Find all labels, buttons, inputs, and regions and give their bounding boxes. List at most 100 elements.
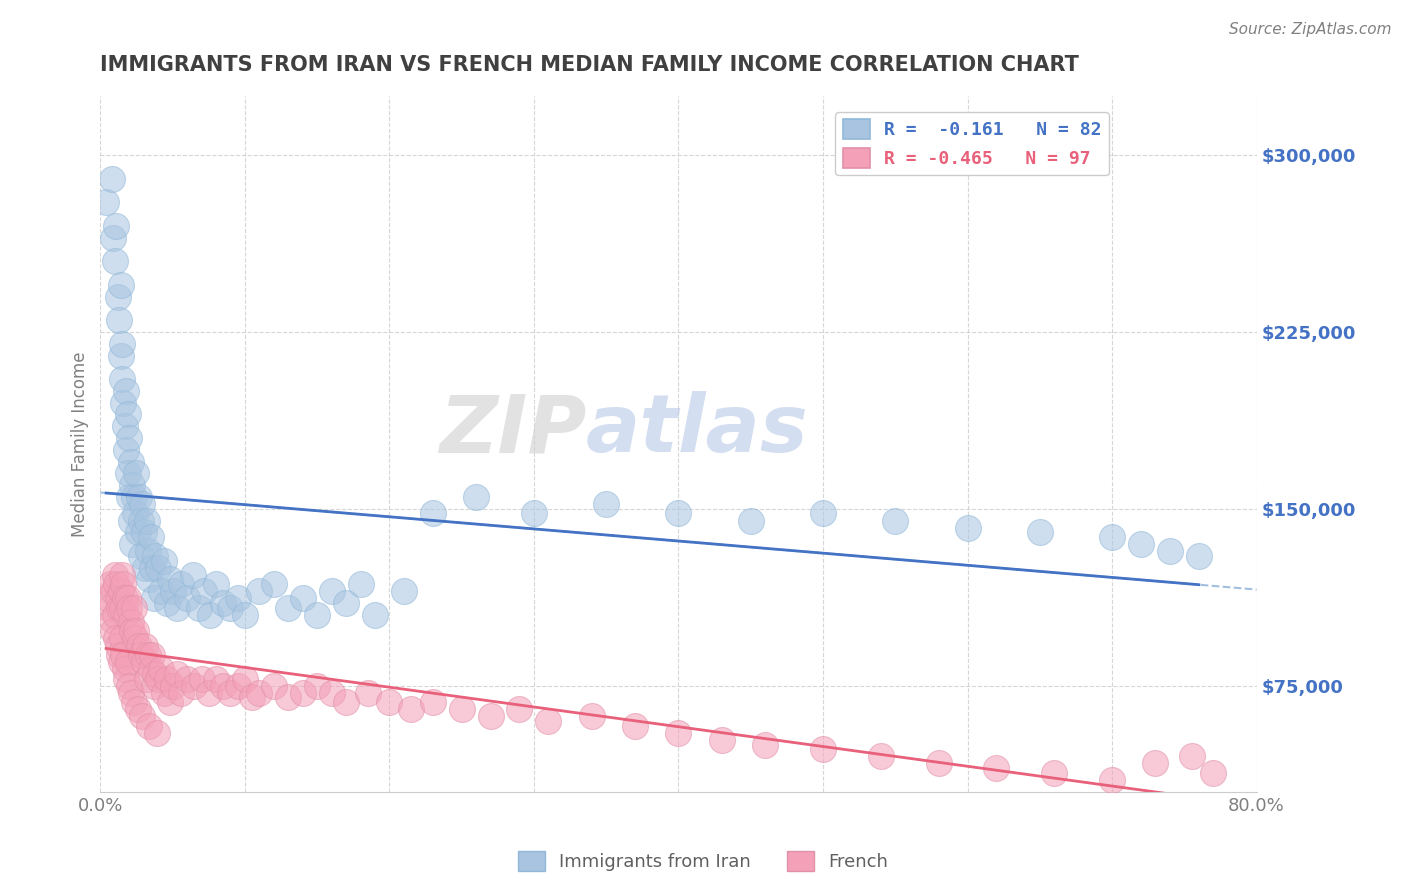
Point bbox=[291, 686, 314, 700]
Point bbox=[124, 507, 146, 521]
Point bbox=[1202, 765, 1225, 780]
Point bbox=[479, 709, 502, 723]
Point bbox=[129, 648, 152, 662]
Point bbox=[146, 560, 169, 574]
Point bbox=[523, 507, 546, 521]
Point bbox=[129, 514, 152, 528]
Point bbox=[240, 690, 263, 705]
Point bbox=[159, 695, 181, 709]
Point bbox=[121, 537, 143, 551]
Point bbox=[112, 648, 135, 662]
Point bbox=[129, 549, 152, 563]
Point bbox=[226, 679, 249, 693]
Point bbox=[107, 639, 129, 653]
Point bbox=[108, 600, 131, 615]
Point bbox=[94, 591, 117, 606]
Point bbox=[181, 567, 204, 582]
Point bbox=[233, 672, 256, 686]
Legend: R =  -0.161   N = 82, R = -0.465   N = 97: R = -0.161 N = 82, R = -0.465 N = 97 bbox=[835, 112, 1109, 176]
Point bbox=[132, 655, 155, 669]
Point bbox=[110, 349, 132, 363]
Point bbox=[153, 686, 176, 700]
Point bbox=[170, 577, 193, 591]
Point bbox=[219, 600, 242, 615]
Point bbox=[94, 195, 117, 210]
Point bbox=[450, 702, 472, 716]
Point bbox=[1029, 525, 1052, 540]
Point bbox=[156, 596, 179, 610]
Point bbox=[115, 672, 138, 686]
Point bbox=[869, 749, 891, 764]
Point bbox=[115, 442, 138, 457]
Point bbox=[107, 289, 129, 303]
Point bbox=[159, 573, 181, 587]
Text: Source: ZipAtlas.com: Source: ZipAtlas.com bbox=[1229, 22, 1392, 37]
Point bbox=[125, 467, 148, 481]
Point bbox=[153, 554, 176, 568]
Point bbox=[103, 584, 125, 599]
Point bbox=[110, 655, 132, 669]
Point bbox=[118, 431, 141, 445]
Point bbox=[307, 679, 329, 693]
Point bbox=[110, 584, 132, 599]
Point bbox=[103, 624, 125, 639]
Point bbox=[247, 686, 270, 700]
Point bbox=[111, 372, 134, 386]
Point bbox=[114, 662, 136, 676]
Point bbox=[135, 672, 157, 686]
Point bbox=[121, 478, 143, 492]
Point bbox=[465, 490, 488, 504]
Point bbox=[114, 591, 136, 606]
Point bbox=[740, 514, 762, 528]
Point bbox=[1180, 749, 1202, 764]
Point bbox=[212, 596, 235, 610]
Point bbox=[357, 686, 380, 700]
Point bbox=[508, 702, 530, 716]
Point bbox=[811, 742, 834, 756]
Point bbox=[128, 639, 150, 653]
Point bbox=[884, 514, 907, 528]
Point bbox=[668, 725, 690, 739]
Point bbox=[277, 690, 299, 705]
Point bbox=[115, 384, 138, 398]
Point bbox=[537, 714, 560, 728]
Point bbox=[104, 567, 127, 582]
Legend: Immigrants from Iran, French: Immigrants from Iran, French bbox=[510, 844, 896, 879]
Point bbox=[120, 686, 142, 700]
Point bbox=[162, 584, 184, 599]
Point bbox=[127, 525, 149, 540]
Point bbox=[205, 577, 228, 591]
Text: ZIP: ZIP bbox=[439, 391, 586, 469]
Point bbox=[108, 648, 131, 662]
Point bbox=[114, 419, 136, 434]
Point bbox=[132, 525, 155, 540]
Point bbox=[156, 672, 179, 686]
Point bbox=[136, 648, 159, 662]
Point bbox=[118, 679, 141, 693]
Point bbox=[107, 591, 129, 606]
Point bbox=[226, 591, 249, 606]
Point bbox=[956, 521, 979, 535]
Point bbox=[581, 709, 603, 723]
Point bbox=[811, 507, 834, 521]
Point bbox=[103, 230, 125, 244]
Point bbox=[335, 695, 357, 709]
Point bbox=[142, 591, 165, 606]
Point bbox=[141, 648, 163, 662]
Point bbox=[928, 756, 950, 771]
Point bbox=[1130, 537, 1153, 551]
Point bbox=[277, 600, 299, 615]
Point bbox=[349, 577, 371, 591]
Point bbox=[321, 584, 343, 599]
Text: atlas: atlas bbox=[586, 391, 808, 469]
Point bbox=[142, 679, 165, 693]
Point bbox=[595, 497, 617, 511]
Point bbox=[105, 632, 128, 646]
Point bbox=[135, 514, 157, 528]
Point bbox=[399, 702, 422, 716]
Point bbox=[105, 577, 128, 591]
Point bbox=[104, 607, 127, 622]
Point bbox=[98, 600, 121, 615]
Point bbox=[263, 577, 285, 591]
Point bbox=[117, 591, 139, 606]
